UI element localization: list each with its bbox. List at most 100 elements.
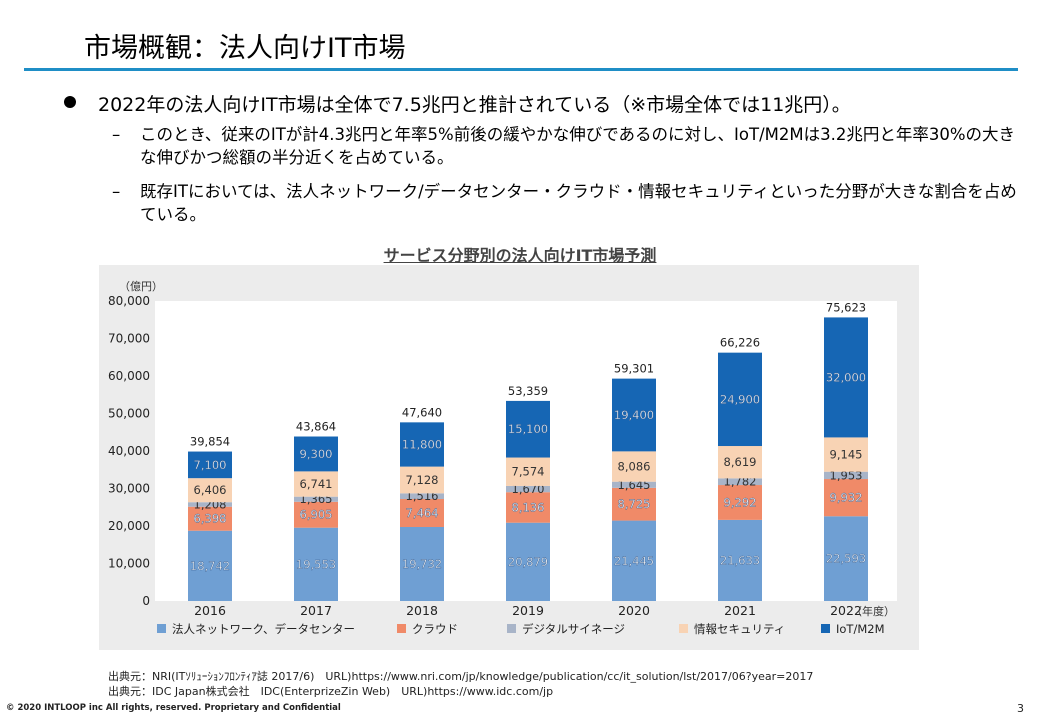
x-tick-label: 2022 — [830, 603, 862, 618]
bar-segment — [612, 378, 656, 452]
data-label: 8,086 — [618, 460, 651, 474]
sub-bullet-text: 既存ITにおいては、法人ネットワーク/データセンター・クラウド・情報セキュリティ… — [140, 182, 1017, 224]
data-label: 8,619 — [724, 455, 757, 469]
data-label: 9,932 — [830, 491, 863, 505]
bar-segment — [612, 451, 656, 482]
legend-swatch — [507, 624, 516, 633]
data-label: 20,879 — [508, 555, 548, 569]
x-tick-label: 2021 — [724, 603, 756, 618]
y-unit-label: （億円） — [119, 280, 163, 293]
data-label: 19,553 — [296, 557, 336, 571]
legend-label: デジタルサイネージ — [522, 622, 625, 636]
data-label: 7,100 — [194, 458, 227, 472]
x-tick-label: 2017 — [300, 603, 332, 618]
bar-segment — [718, 478, 762, 486]
data-label: 15,100 — [508, 422, 548, 436]
dash-icon: – — [112, 125, 121, 144]
data-label: 21,445 — [614, 554, 654, 568]
main-bullet-text: 2022年の法人向けIT市場は全体で7.5兆円と推計されている（※市場全体では1… — [98, 94, 851, 116]
data-label: 6,905 — [300, 508, 333, 522]
data-label: 8,136 — [512, 500, 545, 514]
bar-segment — [824, 516, 868, 601]
data-label: 22,593 — [826, 552, 866, 566]
data-label: 19,400 — [614, 408, 654, 422]
legend-label: IoT/M2M — [836, 622, 885, 636]
data-label: 6,741 — [300, 477, 333, 491]
sub-bullet-text: このとき、従来のITが計4.3兆円と年率5%前後の緩やかな伸びであるのに対し、I… — [140, 125, 1016, 167]
bar-segment — [824, 471, 868, 480]
x-tick-label: 2018 — [406, 603, 438, 618]
bar-segment — [400, 499, 444, 528]
legend-label: 法人ネットワーク、データセンター — [172, 622, 355, 636]
legend: 法人ネットワーク、データセンター クラウド デジタルサイネージ 情報セキュリティ IoT… — [157, 622, 885, 636]
bar-segment — [188, 530, 232, 601]
y-tick-label: 0 — [142, 594, 150, 608]
data-label: 21,633 — [720, 553, 760, 567]
data-label: 11,800 — [402, 437, 442, 451]
data-label: 24,900 — [720, 392, 760, 406]
data-label: 7,574 — [512, 465, 545, 479]
data-label: 18,742 — [190, 559, 230, 573]
slide-title: 市場概観：法人向けIT市場 — [84, 33, 406, 64]
total-label: 53,359 — [508, 384, 548, 398]
title-divider — [24, 68, 1018, 71]
y-tick-label: 10,000 — [108, 557, 150, 571]
data-label: 8,725 — [618, 497, 651, 511]
data-label: 9,292 — [724, 495, 757, 509]
bar-segment — [824, 479, 868, 517]
bar-segment — [718, 352, 762, 447]
data-label: 6,398 — [194, 512, 227, 526]
bar-segment — [824, 437, 868, 472]
bar-segment — [718, 519, 762, 601]
data-label: 9,300 — [300, 447, 333, 461]
y-axis: 0 10,000 20,000 30,000 40,000 50,000 60,000 70,… — [108, 294, 150, 608]
dash-icon: – — [112, 182, 121, 201]
chart-title: サービス分野別の法人向けIT市場予測 — [383, 246, 657, 265]
bar-segment — [506, 485, 550, 493]
bar-segment — [188, 451, 232, 479]
bar-segment — [506, 400, 550, 458]
total-label: 75,623 — [826, 300, 866, 314]
y-tick-label: 30,000 — [108, 482, 150, 496]
bar-segment — [506, 457, 550, 486]
bar-segment — [294, 501, 338, 528]
total-label: 39,854 — [190, 435, 230, 449]
bar-segment — [188, 502, 232, 507]
x-axis: 2016 2017 2018 2019 2020 2021 2022（年度） — [194, 603, 895, 618]
x-tick-label: 2019 — [512, 603, 544, 618]
y-tick-label: 70,000 — [108, 332, 150, 346]
data-label: 1,953 — [830, 468, 863, 482]
bar-segment — [188, 506, 232, 531]
bar-segment — [612, 520, 656, 601]
data-label: 6,406 — [194, 483, 227, 497]
bar-segment — [294, 527, 338, 601]
bar-segment — [400, 466, 444, 494]
chart-panel: （億円） 0 10,000 20,000 30,000 40,000 50,000 60,0… — [99, 265, 919, 650]
total-label: 59,301 — [614, 362, 654, 376]
data-label: 7,464 — [406, 506, 439, 520]
x-tick-label: 2020 — [618, 603, 650, 618]
bar-segment — [718, 485, 762, 520]
bar-segment — [294, 496, 338, 502]
bar-segment — [612, 481, 656, 488]
bar-segment — [400, 493, 444, 500]
chart-title-wrap: サービス分野別の法人向けIT市場予測 — [0, 242, 1040, 266]
y-tick-label: 50,000 — [108, 407, 150, 421]
bar-segment — [718, 446, 762, 479]
legend-swatch — [397, 624, 406, 633]
x-tick-label: 2016 — [194, 603, 226, 618]
bullet-dot-icon — [64, 96, 76, 108]
y-tick-label: 20,000 — [108, 519, 150, 533]
legend-label: 情報セキュリティ — [694, 622, 785, 636]
copyright-footer: © 2020 INTLOOP inc All rights, reserved.… — [6, 703, 341, 713]
bar-segment — [294, 471, 338, 497]
y-tick-label: 80,000 — [108, 294, 150, 308]
data-label: 7,128 — [406, 473, 439, 487]
y-tick-label: 40,000 — [108, 444, 150, 458]
total-label: 66,226 — [720, 336, 760, 350]
bar-segment — [506, 492, 550, 523]
bar-segment — [294, 436, 338, 472]
bar-segment — [400, 422, 444, 467]
bar-segment — [400, 527, 444, 601]
legend-swatch — [821, 624, 830, 633]
